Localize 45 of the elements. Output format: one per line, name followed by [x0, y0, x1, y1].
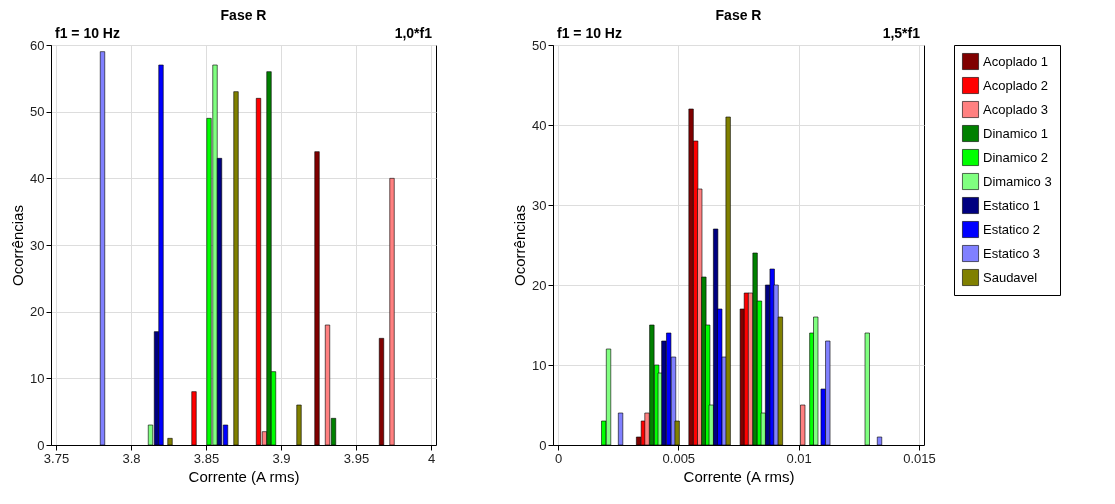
chart-title: Fase R [715, 7, 762, 23]
x-tick-label: 0.01 [786, 450, 812, 466]
legend-label: Estatico 3 [983, 245, 1041, 261]
y-tick-label: 10 [532, 357, 547, 373]
bar [752, 252, 758, 446]
text: f1 = 10 Hz [55, 25, 120, 41]
x-tick-label: 3.75 [43, 450, 70, 466]
y-tick-label: 50 [30, 104, 45, 120]
x-tick-label: 3.9 [272, 450, 291, 466]
y-tick-label: 0 [37, 437, 45, 453]
y-tick-label: 0 [539, 437, 547, 453]
legend-label: Estatico 1 [983, 197, 1041, 213]
x-axis-title: Corrente (A rms) [683, 467, 795, 485]
legend-label: Estatico 2 [983, 221, 1041, 237]
chart-title: Fase R [220, 7, 267, 23]
x-tick-label: 3.8 [122, 450, 141, 466]
x-tick-label: 0.005 [662, 450, 696, 466]
legend-label: Dinamico 1 [983, 125, 1049, 141]
text: 1,0*f1 [394, 25, 433, 41]
text: 1,5*f1 [882, 25, 921, 41]
y-tick-label: 40 [30, 170, 45, 186]
text: f1 = 10 Hz [557, 25, 622, 41]
y-tick-label: 20 [532, 277, 547, 293]
x-axis-title: Corrente (A rms) [188, 467, 300, 485]
x-tick-label: 4 [427, 450, 436, 466]
legend-label: Dimamico 3 [983, 173, 1052, 189]
legend-label: Saudavel [983, 269, 1038, 285]
x-tick-label: 3.95 [343, 450, 370, 466]
legend-label: Acoplado 2 [983, 77, 1049, 93]
legend-label: Acoplado 1 [983, 53, 1049, 69]
y-tick-label: 40 [532, 117, 547, 133]
y-tick-label: 20 [30, 304, 45, 320]
x-tick-label: 0.015 [903, 450, 936, 466]
y-axis-title: Ocorrências [511, 205, 529, 286]
legend-label: Dinamico 2 [983, 149, 1049, 165]
x-tick-label: 0 [554, 450, 563, 466]
y-tick-label: 30 [532, 197, 547, 213]
y-axis-title: Ocorrências [9, 205, 27, 286]
y-tick-label: 30 [30, 237, 45, 253]
legend-label: Acoplado 3 [983, 101, 1049, 117]
y-tick-label: 60 [30, 37, 45, 53]
x-tick-label: 3.85 [193, 450, 220, 466]
y-tick-label: 10 [30, 370, 45, 386]
y-tick-label: 50 [532, 37, 547, 53]
bar [266, 71, 272, 446]
